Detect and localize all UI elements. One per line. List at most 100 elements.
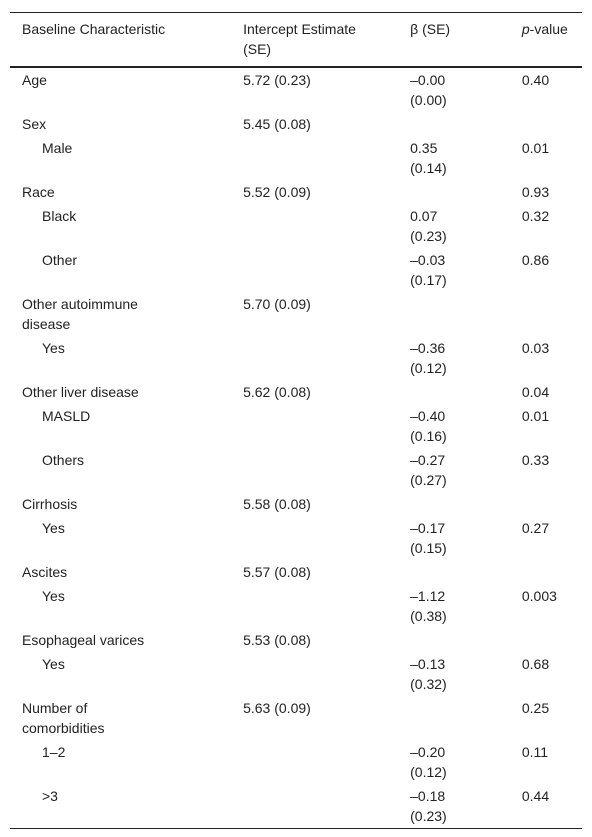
cell-text: 0.01 — [521, 408, 550, 424]
table-cell — [231, 204, 398, 248]
cell-text: 5.62 (0.08) — [243, 384, 311, 400]
table-cell: Age — [10, 67, 231, 112]
table-cell — [398, 112, 510, 136]
table-body: Age 5.72 (0.23) –0.00 (0.00) 0.40 Sex 5.45 (0… — [10, 67, 582, 829]
table-cell — [231, 336, 398, 380]
cell-text: –1.12 (0.38) — [410, 588, 447, 624]
table-cell: MASLD — [10, 404, 231, 448]
header-cell: β (SE) — [398, 12, 510, 68]
cell-text: 0.40 — [521, 72, 550, 88]
table-row: Other autoimmune disease 5.70 (0.09) — [10, 292, 582, 336]
table-row: Male 0.35 (0.14) 0.01 — [10, 136, 582, 180]
table-cell: Yes — [10, 652, 231, 696]
table-cell — [231, 136, 398, 180]
table-row: Black 0.07 (0.23) 0.32 — [10, 204, 582, 248]
table-cell — [231, 448, 398, 492]
table-cell: 0.68 — [510, 652, 582, 696]
table-cell: 0.25 — [510, 696, 582, 740]
table-cell: –0.17 (0.15) — [398, 516, 510, 560]
table-cell: 0.11 — [510, 740, 582, 784]
table-cell: –0.36 (0.12) — [398, 336, 510, 380]
row-label: Yes — [42, 520, 65, 536]
cell-text: –0.03 (0.17) — [410, 252, 447, 288]
table-row: 1–2 –0.20 (0.12) 0.11 — [10, 740, 582, 784]
table-cell: Number of comorbidities — [10, 696, 231, 740]
row-label: Male — [42, 140, 73, 156]
table-cell: 0.40 — [510, 67, 582, 112]
row-label: Ascites — [22, 564, 68, 580]
table-cell: Esophageal varices — [10, 628, 231, 652]
table-cell: 0.44 — [509, 784, 582, 829]
table-cell: Yes — [10, 516, 231, 560]
table-row: >3 –0.18 (0.23) 0.44 — [10, 784, 582, 829]
cell-text: 0.68 — [521, 656, 550, 672]
table-row: Yes –1.12 (0.38) 0.003 — [10, 584, 582, 628]
cell-text: –0.00 (0.00) — [410, 72, 447, 108]
header-text: Intercept Estimate (SE) — [243, 21, 356, 57]
cell-text: –0.17 (0.15) — [410, 520, 447, 556]
table-cell: 0.04 — [510, 380, 582, 404]
cell-text: 5.63 (0.09) — [243, 700, 311, 716]
table-header: Baseline Characteristic Intercept Estima… — [10, 12, 582, 68]
row-label: 1–2 — [42, 744, 66, 760]
table-row: Other liver disease 5.62 (0.08) 0.04 — [10, 380, 582, 404]
cell-text: 0.93 — [521, 184, 550, 200]
table-cell: –0.03 (0.17) — [398, 248, 510, 292]
cell-text: 0.11 — [521, 744, 549, 760]
table-row: Ascites 5.57 (0.08) — [10, 560, 582, 584]
table-cell — [510, 492, 582, 516]
table-row: Yes –0.17 (0.15) 0.27 — [10, 516, 582, 560]
row-label: Yes — [42, 340, 65, 356]
cell-text: –0.40 (0.16) — [410, 408, 447, 444]
table-cell — [510, 628, 582, 652]
table-cell: 5.72 (0.23) — [231, 67, 398, 112]
header-cell: Intercept Estimate (SE) — [231, 12, 399, 68]
table-cell: –0.40 (0.16) — [398, 404, 510, 448]
table-row: Yes –0.36 (0.12) 0.03 — [10, 336, 582, 380]
cell-text: 5.72 (0.23) — [243, 72, 311, 88]
cell-text: 0.04 — [521, 384, 550, 400]
table-cell — [231, 584, 398, 628]
row-label: Cirrhosis — [22, 496, 78, 512]
table-cell — [398, 492, 510, 516]
cell-text: –0.20 (0.12) — [410, 744, 447, 780]
row-label: Race — [22, 184, 55, 200]
cell-text: –0.13 (0.32) — [410, 656, 447, 692]
table-cell — [231, 404, 398, 448]
table-cell — [398, 560, 510, 584]
table: Baseline Characteristic Intercept Estima… — [10, 12, 582, 829]
table-row: MASLD –0.40 (0.16) 0.01 — [10, 404, 582, 448]
table-cell: 1–2 — [10, 740, 231, 784]
cell-text: –0.36 (0.12) — [410, 340, 447, 376]
table-cell — [231, 248, 398, 292]
table-cell: 0.03 — [510, 336, 582, 380]
table-cell — [398, 380, 510, 404]
cell-text: 0.01 — [521, 140, 550, 156]
table-cell: Yes — [10, 584, 231, 628]
cell-text: 5.70 (0.09) — [243, 296, 311, 312]
cell-text: 0.03 — [521, 340, 550, 356]
table-cell: –0.13 (0.32) — [398, 652, 510, 696]
table-cell — [231, 740, 398, 784]
row-label: Sex — [22, 116, 47, 132]
cell-text: 0.44 — [521, 788, 550, 804]
row-label: Yes — [42, 588, 65, 604]
table-row: Esophageal varices 5.53 (0.08) — [10, 628, 582, 652]
table-cell: 5.62 (0.08) — [231, 380, 398, 404]
row-label: Age — [22, 72, 47, 88]
table-cell: 5.57 (0.08) — [231, 560, 398, 584]
table-cell — [510, 560, 582, 584]
row-label: Esophageal varices — [22, 632, 145, 648]
table-cell: –0.27 (0.27) — [398, 448, 510, 492]
table-cell: 0.93 — [510, 180, 582, 204]
table-cell: Other autoimmune disease — [10, 292, 231, 336]
table-row: Age 5.72 (0.23) –0.00 (0.00) 0.40 — [10, 67, 582, 112]
cell-text: 0.35 (0.14) — [410, 140, 447, 176]
cell-text: 0.86 — [521, 252, 550, 268]
table-cell — [510, 292, 582, 336]
row-label: Number of comorbidities — [22, 700, 105, 736]
row-label: Others — [42, 452, 85, 468]
table-cell: 5.45 (0.08) — [231, 112, 398, 136]
header-text: β (SE) — [410, 21, 451, 37]
